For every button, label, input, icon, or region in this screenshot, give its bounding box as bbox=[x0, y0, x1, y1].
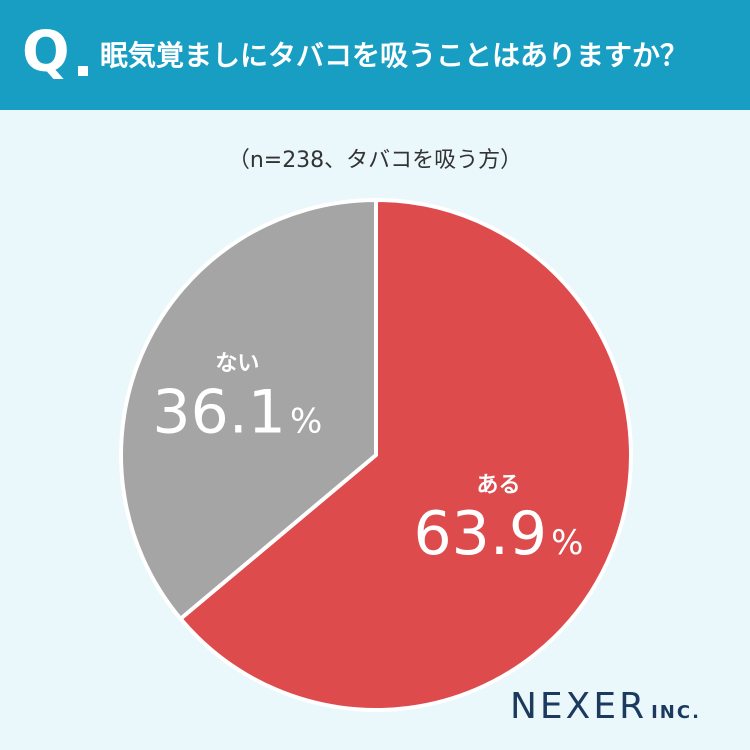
slice-label: ない bbox=[215, 351, 259, 376]
logo-main: NEXER bbox=[510, 686, 648, 727]
sample-note: （n=238、タバコを吸う方） bbox=[227, 148, 523, 173]
nexer-logo: NEXER INC. bbox=[510, 686, 701, 727]
question-header: Q 眠気覚ましにタバコを吸うことはありますか？ bbox=[0, 0, 750, 110]
question-text: 眠気覚ましにタバコを吸うことはありますか？ bbox=[100, 39, 689, 72]
pie-slice-no bbox=[119, 198, 378, 621]
q-dot bbox=[78, 66, 88, 76]
slice-value: 63.9% bbox=[414, 499, 584, 569]
slice-label: ある bbox=[476, 473, 520, 498]
pie-slice-yes bbox=[178, 198, 633, 712]
q-mark: Q bbox=[22, 20, 70, 85]
slice-value: 36.1% bbox=[152, 377, 322, 447]
logo-sub: INC. bbox=[651, 702, 701, 723]
